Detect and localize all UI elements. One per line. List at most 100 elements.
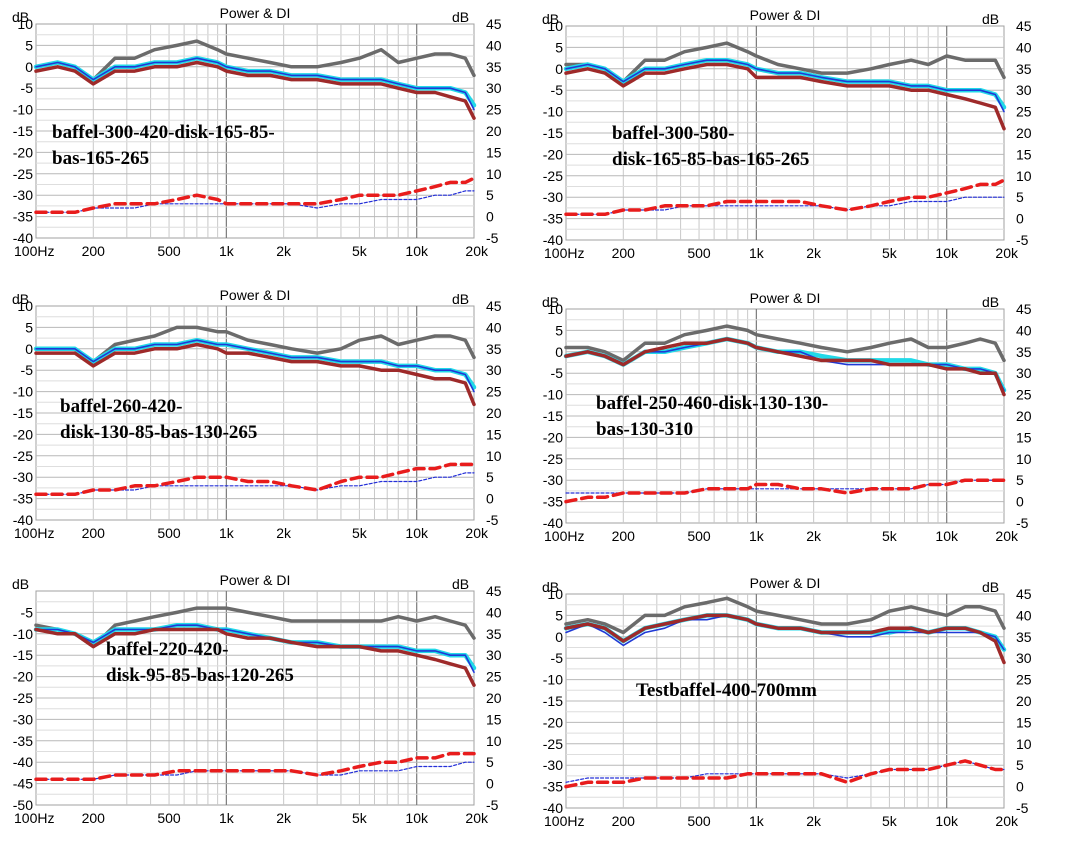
left-tick-label: 0 — [555, 61, 563, 77]
right-tick-label: 30 — [486, 362, 502, 378]
right-tick-label: 45 — [1016, 18, 1032, 34]
left-tick-label: -5 — [551, 365, 564, 381]
chart-title: Power & DI — [750, 575, 821, 591]
series-line-di-red-dashed — [564, 178, 1006, 217]
grid-lines — [566, 309, 1004, 523]
x-tick-label: 200 — [612, 245, 636, 261]
right-tick-label: 5 — [1016, 189, 1024, 205]
right-tick-label: 0 — [486, 776, 494, 792]
right-tick-label: 0 — [1016, 779, 1024, 795]
annotation-line: baffel-300-420-disk-165-85- — [52, 122, 275, 143]
left-tick-label: -25 — [13, 448, 33, 464]
right-tick-label: 40 — [486, 319, 502, 335]
x-tick-label: 500 — [157, 243, 181, 259]
left-tick-label: -25 — [13, 166, 33, 182]
x-tick-label: 5k — [352, 810, 368, 826]
series-line-di-blue-dotted — [35, 190, 475, 213]
left-tick-label: -35 — [543, 211, 563, 227]
right-tick-label: 45 — [1016, 301, 1032, 317]
right-tick-label: 25 — [486, 102, 502, 118]
x-tick-label: 1k — [749, 528, 765, 544]
right-tick-label: 45 — [486, 583, 502, 599]
left-axis-unit: dB — [12, 576, 29, 592]
right-tick-label: -5 — [486, 230, 499, 246]
annotation-line: Testbaffel-400-700mm — [636, 680, 817, 701]
x-tick-label: 10k — [405, 810, 429, 826]
right-axis-unit: dB — [452, 291, 469, 307]
left-tick-label: 10 — [17, 16, 33, 32]
right-tick-label: 25 — [1016, 672, 1032, 688]
chart-annotation-1: baffel-300-420-disk-165-85- bas-165-265 — [52, 120, 275, 172]
left-tick-label: 5 — [555, 607, 563, 623]
left-tick-label: -10 — [543, 387, 563, 403]
right-tick-label: 35 — [486, 341, 502, 357]
right-tick-label: 5 — [486, 187, 494, 203]
series-line-power-grey — [564, 324, 1006, 363]
series-line-di-blue-dotted — [565, 196, 1005, 215]
left-tick-label: 0 — [25, 59, 33, 75]
right-tick-label: 35 — [1016, 61, 1032, 77]
right-tick-label: 15 — [1016, 146, 1032, 162]
right-tick-label: 35 — [486, 626, 502, 642]
left-tick-label: -35 — [13, 733, 33, 749]
left-tick-label: -15 — [13, 405, 33, 421]
x-tick-label: 20k — [995, 245, 1019, 261]
series-line-power-grey — [34, 606, 476, 649]
annotation-line: baffel-260-420- — [60, 396, 183, 417]
left-tick-label: -35 — [13, 209, 33, 225]
annotation-line: disk-130-85-bas-130-265 — [60, 422, 258, 443]
annotation-line: bas-165-265 — [52, 148, 150, 169]
chart-annotation-4: baffel-250-460-disk-130-130- bas-130-310 — [596, 391, 828, 443]
series-line-di-red-dashed — [34, 176, 476, 215]
x-tick-label: 10k — [405, 243, 429, 259]
left-tick-label: 5 — [25, 37, 33, 53]
right-tick-label: 0 — [1016, 494, 1024, 510]
right-axis-unit: dB — [452, 9, 469, 25]
right-tick-label: 20 — [486, 123, 502, 139]
chart-title: Power & DI — [750, 7, 821, 23]
chart-panel-3: Power & DI dB dB 10 5 0 -5 -10 -15 -20 -25 -30 -35 -4… — [0, 282, 520, 557]
right-tick-label: 15 — [486, 144, 502, 160]
left-tick-label: 10 — [17, 298, 33, 314]
left-tick-label: -40 — [543, 232, 563, 248]
right-tick-label: 0 — [1016, 211, 1024, 227]
x-tick-label: 5k — [882, 245, 898, 261]
right-tick-label: 10 — [1016, 736, 1032, 752]
left-axis-unit: dB — [542, 579, 559, 595]
right-tick-label: 25 — [486, 384, 502, 400]
right-tick-label: 45 — [1016, 586, 1032, 602]
series-line-response-red — [564, 62, 1006, 131]
right-tick-label: 40 — [1016, 39, 1032, 55]
left-tick-label: -30 — [543, 757, 563, 773]
right-tick-label: 10 — [1016, 451, 1032, 467]
series-line-response-red — [34, 342, 476, 407]
chart-annotation-6: Testbaffel-400-700mm — [636, 678, 817, 704]
right-tick-label: 5 — [486, 469, 494, 485]
left-tick-label: -35 — [543, 494, 563, 510]
right-tick-label: 40 — [486, 604, 502, 620]
chart-panel-4: Power & DI dB dB 10 5 0 -5 -10 -15 -20 -25 -30 -35 -4… — [530, 285, 1050, 560]
x-tick-label: 1k — [219, 525, 235, 541]
right-tick-label: -5 — [1016, 800, 1029, 816]
x-tick-label: 200 — [612, 813, 636, 829]
chart-title: Power & DI — [220, 5, 291, 21]
left-tick-label: -5 — [21, 80, 34, 96]
right-tick-label: -5 — [1016, 232, 1029, 248]
left-tick-label: -25 — [13, 690, 33, 706]
left-tick-label: -20 — [13, 426, 33, 442]
right-tick-label: 15 — [1016, 714, 1032, 730]
right-axis-unit: dB — [982, 11, 999, 27]
left-tick-label: -5 — [551, 82, 564, 98]
series-line-power-grey — [34, 39, 476, 82]
chart-annotation-5: baffel-220-420- disk-95-85-bas-120-265 — [106, 637, 294, 689]
left-tick-label: -25 — [543, 736, 563, 752]
chart-annotation-2: baffel-300-580- disk-165-85-bas-165-265 — [612, 121, 809, 173]
right-tick-label: 20 — [486, 690, 502, 706]
x-tick-label: 10k — [405, 525, 429, 541]
x-tick-label: 1k — [219, 243, 235, 259]
right-tick-label: 40 — [486, 37, 502, 53]
x-tick-label: 5k — [882, 528, 898, 544]
left-tick-label: 5 — [555, 39, 563, 55]
x-tick-label: 2k — [276, 525, 292, 541]
